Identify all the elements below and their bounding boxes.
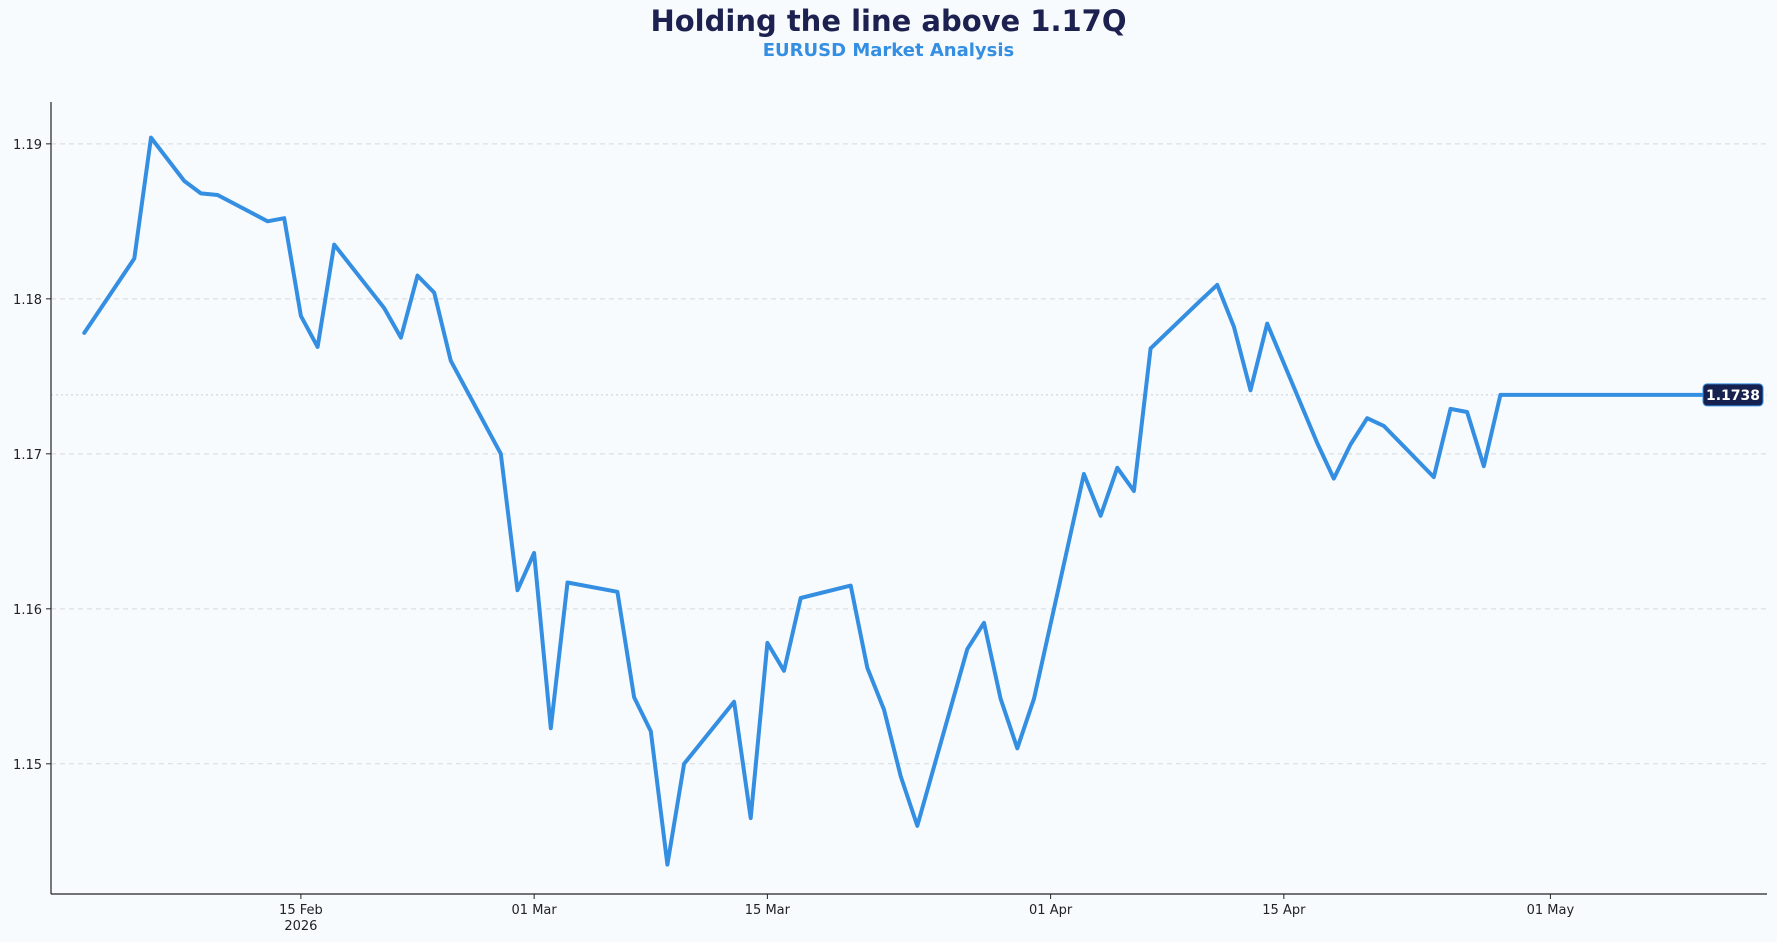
last-value-badge-bg xyxy=(1702,383,1764,407)
y-tick-label: 1.19 xyxy=(13,138,42,153)
y-tick-label: 1.15 xyxy=(13,758,42,773)
axes xyxy=(50,102,1767,895)
chart-subtitle: EURUSD Market Analysis xyxy=(762,40,1015,61)
price-line xyxy=(82,135,1736,867)
x-tick-label: 01 Apr xyxy=(1029,903,1073,918)
x-tick-label: 15 Mar xyxy=(745,903,791,918)
last-value-badge: 1.1738 xyxy=(1702,383,1764,407)
series xyxy=(82,135,1736,867)
x-tick-sublabel: 2026 xyxy=(284,919,317,934)
y-tick-label: 1.16 xyxy=(13,603,42,618)
chart-title: Holding the line above 1.17Q xyxy=(650,4,1127,38)
x-tick-label: 15 Apr xyxy=(1262,903,1306,918)
y-ticks: 1.15 1.16 1.17 1.18 1.19 xyxy=(13,138,51,773)
last-value-label: 1.1738 xyxy=(1706,388,1760,404)
x-tick-label: 15 Feb xyxy=(279,903,323,918)
x-tick-label: 01 May xyxy=(1527,903,1575,918)
y-tick-label: 1.18 xyxy=(13,293,42,308)
y-tick-label: 1.17 xyxy=(13,448,42,463)
x-tick-label: 01 Mar xyxy=(512,903,558,918)
gridlines xyxy=(51,143,1767,765)
